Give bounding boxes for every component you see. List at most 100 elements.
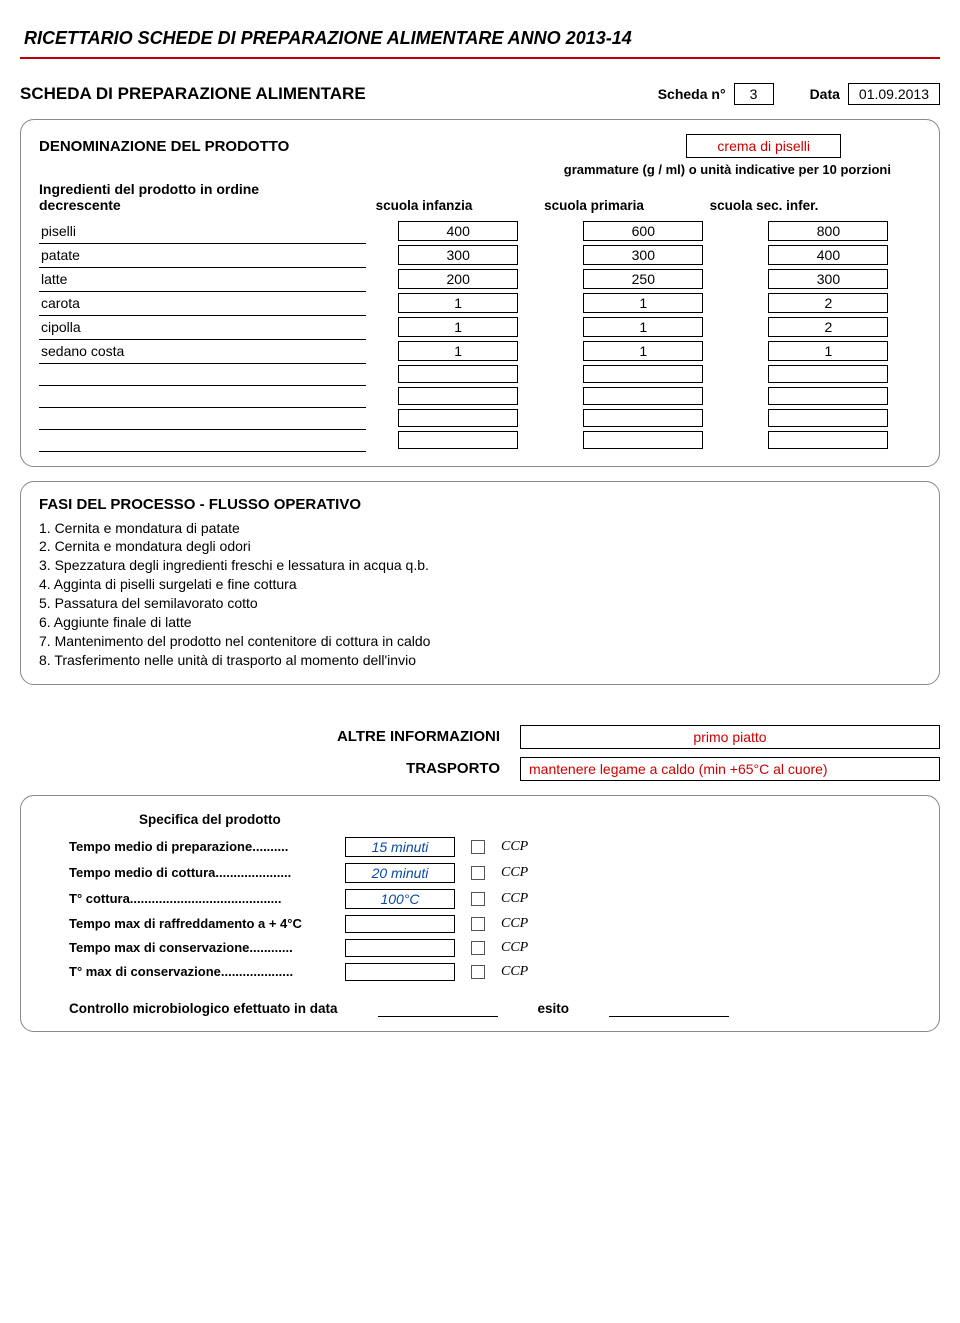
controllo-row: Controllo microbiologico efettuato in da… <box>69 1001 921 1017</box>
ingredient-value: 2 <box>736 315 921 339</box>
ccp-label: CCP <box>501 891 528 907</box>
ingredient-value <box>736 363 921 385</box>
spec-label: Tempo max di raffreddamento a + 4°C <box>69 916 329 931</box>
ccp-checkbox[interactable] <box>471 917 485 931</box>
ingredient-name: piselli <box>39 219 366 243</box>
ingredient-value <box>736 429 921 451</box>
ccp-checkbox[interactable] <box>471 866 485 880</box>
spec-value <box>345 915 455 933</box>
data-label: Data <box>810 86 840 102</box>
table-row: latte200250300 <box>39 267 921 291</box>
table-row: piselli400600800 <box>39 219 921 243</box>
spec-value: 15 minuti <box>345 837 455 857</box>
ingredient-name: latte <box>39 267 366 291</box>
spec-value <box>345 963 455 981</box>
table-row <box>39 363 921 385</box>
ingredient-value <box>366 385 551 407</box>
ingredient-value <box>736 385 921 407</box>
ccp-checkbox[interactable] <box>471 892 485 906</box>
ingredient-name <box>39 429 366 451</box>
ingredient-value <box>366 407 551 429</box>
ccp-label: CCP <box>501 916 528 932</box>
ingredient-value: 250 <box>551 267 736 291</box>
fasi-step: 7. Mantenimento del prodotto nel conteni… <box>39 632 921 651</box>
spec-value: 100°C <box>345 889 455 909</box>
ingredient-value: 300 <box>366 243 551 267</box>
ingredient-value <box>551 385 736 407</box>
spec-row: Tempo max di raffreddamento a + 4°C CCP <box>69 915 921 933</box>
ingredient-value <box>366 429 551 451</box>
altre-info-row: ALTRE INFORMAZIONI primo piatto <box>20 725 940 749</box>
table-row <box>39 429 921 451</box>
ingredient-value <box>551 407 736 429</box>
ingredient-value: 1 <box>366 291 551 315</box>
fasi-step: 6. Aggiunte finale di latte <box>39 613 921 632</box>
fasi-step: 1. Cernita e mondatura di patate <box>39 519 921 538</box>
spec-label: T° max di conservazione.................… <box>69 964 329 979</box>
altre-label: ALTRE INFORMAZIONI <box>337 728 500 745</box>
trasporto-row: TRASPORTO mantenere legame a caldo (min … <box>20 757 940 781</box>
ingredienti-table: piselli400600800patate300300400latte2002… <box>39 219 921 452</box>
ccp-checkbox[interactable] <box>471 941 485 955</box>
grammature-label: grammature (g / ml) o unità indicative p… <box>39 162 921 177</box>
spec-label: Tempo medio di cottura..................… <box>69 865 329 880</box>
ccp-checkbox[interactable] <box>471 965 485 979</box>
esito-label: esito <box>538 1001 570 1017</box>
ingredient-value: 1 <box>551 291 736 315</box>
spec-row: Tempo max di conservazione............CC… <box>69 939 921 957</box>
ingredient-value <box>551 429 736 451</box>
ingredient-name <box>39 407 366 429</box>
col-head-3: scuola sec. infer. <box>679 198 849 213</box>
scheda-n-value: 3 <box>734 83 774 105</box>
ingredient-value <box>551 363 736 385</box>
spec-row: Tempo medio di preparazione.......... 15 … <box>69 837 921 857</box>
fasi-step: 8. Trasferimento nelle unità di trasport… <box>39 651 921 670</box>
spec-row: T° cottura..............................… <box>69 889 921 909</box>
fasi-step: 4. Agginta di piselli surgelati e fine c… <box>39 575 921 594</box>
scheda-title: SCHEDA DI PREPARAZIONE ALIMENTARE <box>20 84 366 104</box>
trasporto-value: mantenere legame a caldo (min +65°C al c… <box>520 757 940 781</box>
ingredient-value: 1 <box>551 315 736 339</box>
spec-label: Tempo medio di preparazione.......... <box>69 839 329 854</box>
ingredient-name <box>39 385 366 407</box>
ccp-label: CCP <box>501 964 528 980</box>
data-value: 01.09.2013 <box>848 83 940 105</box>
ingredient-value: 1 <box>736 339 921 363</box>
denominazione-value: crema di piselli <box>686 134 841 158</box>
ingredient-value: 200 <box>366 267 551 291</box>
ingredient-value: 1 <box>366 339 551 363</box>
spec-value <box>345 939 455 957</box>
ingredient-value <box>366 363 551 385</box>
ccp-checkbox[interactable] <box>471 840 485 854</box>
specifica-panel: Specifica del prodotto Tempo medio di pr… <box>20 795 940 1032</box>
ccp-label: CCP <box>501 940 528 956</box>
fasi-title: FASI DEL PROCESSO - FLUSSO OPERATIVO <box>39 496 921 513</box>
spec-row: T° max di conservazione.................… <box>69 963 921 981</box>
ingredient-value: 800 <box>736 219 921 243</box>
fasi-step: 3. Spezzatura degli ingredienti freschi … <box>39 556 921 575</box>
ingredient-value: 2 <box>736 291 921 315</box>
spec-value: 20 minuti <box>345 863 455 883</box>
col-head-2: scuola primaria <box>509 198 679 213</box>
specifica-title: Specifica del prodotto <box>139 812 921 827</box>
ccp-label: CCP <box>501 839 528 855</box>
controllo-label: Controllo microbiologico efettuato in da… <box>69 1001 338 1017</box>
ingredient-name: sedano costa <box>39 339 366 363</box>
table-row <box>39 407 921 429</box>
ingredient-value: 400 <box>736 243 921 267</box>
ingredient-value: 1 <box>551 339 736 363</box>
altre-value: primo piatto <box>520 725 940 749</box>
ingredient-name <box>39 363 366 385</box>
table-row: patate300300400 <box>39 243 921 267</box>
ingredient-value: 1 <box>366 315 551 339</box>
table-row: cipolla112 <box>39 315 921 339</box>
page-title: RICETTARIO SCHEDE DI PREPARAZIONE ALIMEN… <box>20 20 940 59</box>
ingredient-value <box>736 407 921 429</box>
table-row: carota112 <box>39 291 921 315</box>
table-row: sedano costa111 <box>39 339 921 363</box>
fasi-step: 2. Cernita e mondatura degli odori <box>39 537 921 556</box>
spec-label: T° cottura..............................… <box>69 891 329 906</box>
scheda-n-label: Scheda n° <box>658 86 726 102</box>
spec-row: Tempo medio di cottura..................… <box>69 863 921 883</box>
ingredient-name: cipolla <box>39 315 366 339</box>
